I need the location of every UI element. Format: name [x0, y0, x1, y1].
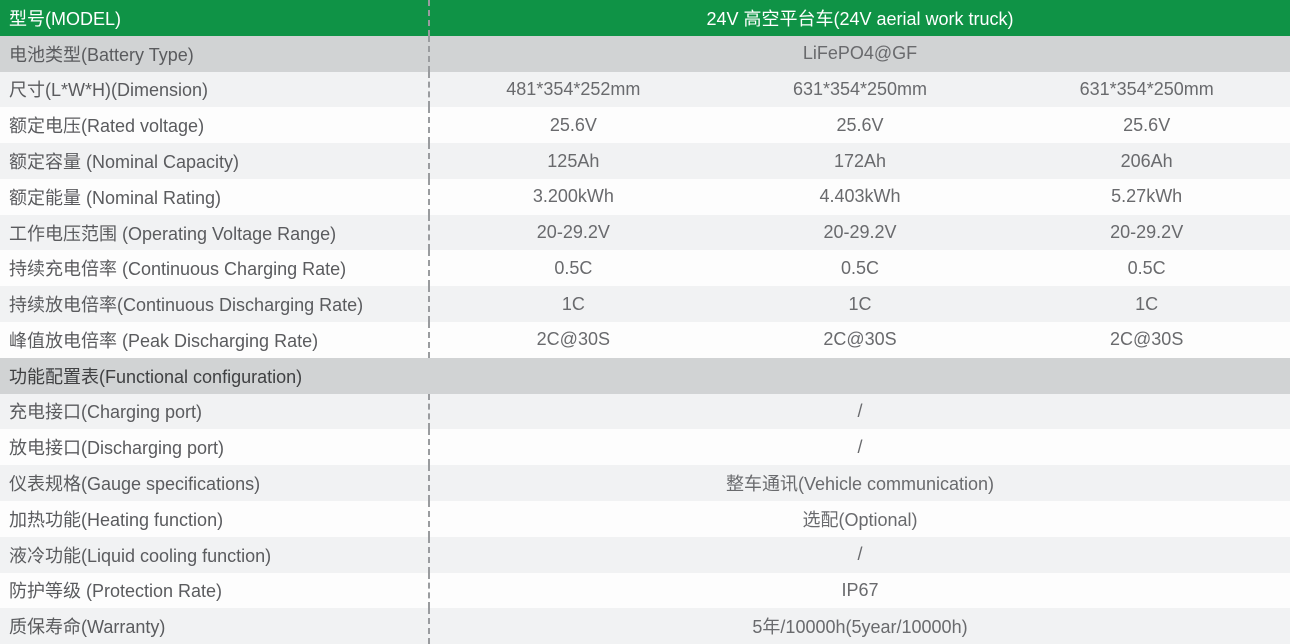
row-value: /	[857, 436, 863, 457]
section-header-functional-configuration: 功能配置表(Functional configuration)	[0, 357, 1290, 394]
row-values: 3.200kWh 4.403kWh 5.27kWh	[428, 178, 1290, 215]
row-peak-discharging-rate: 峰值放电倍率 (Peak Discharging Rate) 2C@30S 2C…	[0, 322, 1290, 358]
row-label: 持续放电倍率(Continuous Discharging Rate)	[9, 295, 364, 316]
row-label: 充电接口(Charging port)	[9, 402, 203, 423]
row-protection-rate: 防护等级 (Protection Rate) IP67	[0, 572, 1290, 609]
row-values: 0.5C 0.5C 0.5C	[428, 250, 1290, 287]
row-label: 电池类型(Battery Type)	[9, 44, 194, 65]
row-value: /	[857, 400, 863, 421]
row-value: 选配(Optional)	[802, 509, 918, 530]
row-value: IP67	[841, 579, 879, 600]
row-label: 峰值放电倍率 (Peak Discharging Rate)	[9, 330, 319, 351]
row-values: /	[428, 393, 1290, 430]
model-value-area: 24V 高空平台车(24V aerial work truck)	[428, 0, 1290, 36]
model-value: 24V 高空平台车(24V aerial work truck)	[706, 8, 1014, 29]
row-value: 0.5C	[1127, 257, 1166, 278]
row-label: 加热功能(Heating function)	[9, 509, 224, 530]
row-label: 仪表规格(Gauge specifications)	[9, 474, 261, 495]
row-values: 2C@30S 2C@30S 2C@30S	[428, 322, 1290, 358]
row-label: 液冷功能(Liquid cooling function)	[9, 545, 272, 566]
row-value: 631*354*250mm	[792, 78, 928, 99]
row-label: 尺寸(L*W*H)(Dimension)	[9, 80, 209, 101]
row-value: 25.6V	[1123, 114, 1171, 135]
row-label: 防护等级 (Protection Rate)	[9, 581, 223, 602]
row-value: 0.5C	[840, 257, 880, 278]
row-gauge-specifications: 仪表规格(Gauge specifications) 整车通讯(Vehicle …	[0, 465, 1290, 501]
row-value: 20-29.2V	[536, 222, 610, 243]
model-label: 型号(MODEL)	[9, 8, 121, 29]
row-operating-voltage-range: 工作电压范围 (Operating Voltage Range) 20-29.2…	[0, 214, 1290, 251]
row-value: 206Ah	[1120, 150, 1173, 171]
row-heating-function: 加热功能(Heating function) 选配(Optional)	[0, 500, 1290, 537]
row-value: 2C@30S	[1110, 329, 1184, 350]
row-value: 20-29.2V	[1110, 222, 1184, 243]
row-continuous-charging-rate: 持续充电倍率 (Continuous Charging Rate) 0.5C 0…	[0, 250, 1290, 287]
row-value: 5年/10000h(5year/10000h)	[752, 617, 968, 638]
row-value: 0.5C	[554, 257, 593, 278]
row-value: 1C	[848, 293, 872, 314]
row-rated-voltage: 额定电压(Rated voltage) 25.6V 25.6V 25.6V	[0, 107, 1290, 144]
row-values: 选配(Optional)	[428, 500, 1290, 537]
header-row-model: 型号(MODEL) 24V 高空平台车(24V aerial work truc…	[0, 0, 1290, 36]
row-value: 1C	[1135, 293, 1159, 314]
row-value: 2C@30S	[823, 329, 897, 350]
row-value: /	[857, 544, 863, 565]
row-label: 额定能量 (Nominal Rating)	[9, 187, 222, 208]
row-values: 5年/10000h(5year/10000h)	[428, 608, 1290, 644]
row-battery-type: 电池类型(Battery Type) LiFePO4@GF	[0, 35, 1290, 72]
row-value: LiFePO4@GF	[802, 43, 918, 64]
row-value: 20-29.2V	[823, 222, 897, 243]
row-values: /	[428, 429, 1290, 466]
row-value: 172Ah	[833, 150, 887, 171]
row-values: /	[428, 536, 1290, 573]
row-value: 4.403kWh	[819, 186, 901, 207]
row-label: 持续充电倍率 (Continuous Charging Rate)	[9, 259, 347, 280]
row-value: 481*354*252mm	[506, 78, 641, 99]
row-values: 整车通讯(Vehicle communication)	[428, 465, 1290, 501]
row-value: 25.6V	[836, 114, 884, 135]
row-values: LiFePO4@GF	[428, 35, 1290, 72]
row-nominal-rating: 额定能量 (Nominal Rating) 3.200kWh 4.403kWh …	[0, 178, 1290, 215]
row-label: 额定容量 (Nominal Capacity)	[9, 152, 240, 173]
section-label: 功能配置表(Functional configuration)	[9, 366, 303, 387]
row-label: 额定电压(Rated voltage)	[9, 116, 205, 137]
row-label: 放电接口(Discharging port)	[9, 438, 225, 459]
row-values: IP67	[428, 572, 1290, 609]
row-values: 20-29.2V 20-29.2V 20-29.2V	[428, 214, 1290, 251]
row-continuous-discharging-rate: 持续放电倍率(Continuous Discharging Rate) 1C 1…	[0, 286, 1290, 323]
row-values: 125Ah 172Ah 206Ah	[428, 143, 1290, 179]
row-value: 25.6V	[549, 114, 597, 135]
row-value: 631*354*250mm	[1079, 78, 1214, 99]
row-value: 整车通讯(Vehicle communication)	[725, 474, 995, 495]
row-label: 工作电压范围 (Operating Voltage Range)	[9, 223, 337, 244]
row-value: 5.27kWh	[1111, 186, 1183, 207]
row-nominal-capacity: 额定容量 (Nominal Capacity) 125Ah 172Ah 206A…	[0, 143, 1290, 179]
row-value: 1C	[561, 293, 585, 314]
row-dimension: 尺寸(L*W*H)(Dimension) 481*354*252mm 631*3…	[0, 71, 1290, 108]
row-value: 2C@30S	[536, 329, 610, 350]
row-discharging-port: 放电接口(Discharging port) /	[0, 429, 1290, 466]
row-charging-port: 充电接口(Charging port) /	[0, 393, 1290, 430]
row-values: 25.6V 25.6V 25.6V	[428, 107, 1290, 144]
row-label: 质保寿命(Warranty)	[9, 617, 166, 638]
row-values: 481*354*252mm 631*354*250mm 631*354*250m…	[428, 71, 1290, 108]
row-liquid-cooling-function: 液冷功能(Liquid cooling function) /	[0, 536, 1290, 573]
row-value: 125Ah	[547, 150, 600, 171]
row-values: 1C 1C 1C	[428, 286, 1290, 323]
row-value: 3.200kWh	[532, 186, 614, 207]
row-warranty: 质保寿命(Warranty) 5年/10000h(5year/10000h)	[0, 608, 1290, 644]
